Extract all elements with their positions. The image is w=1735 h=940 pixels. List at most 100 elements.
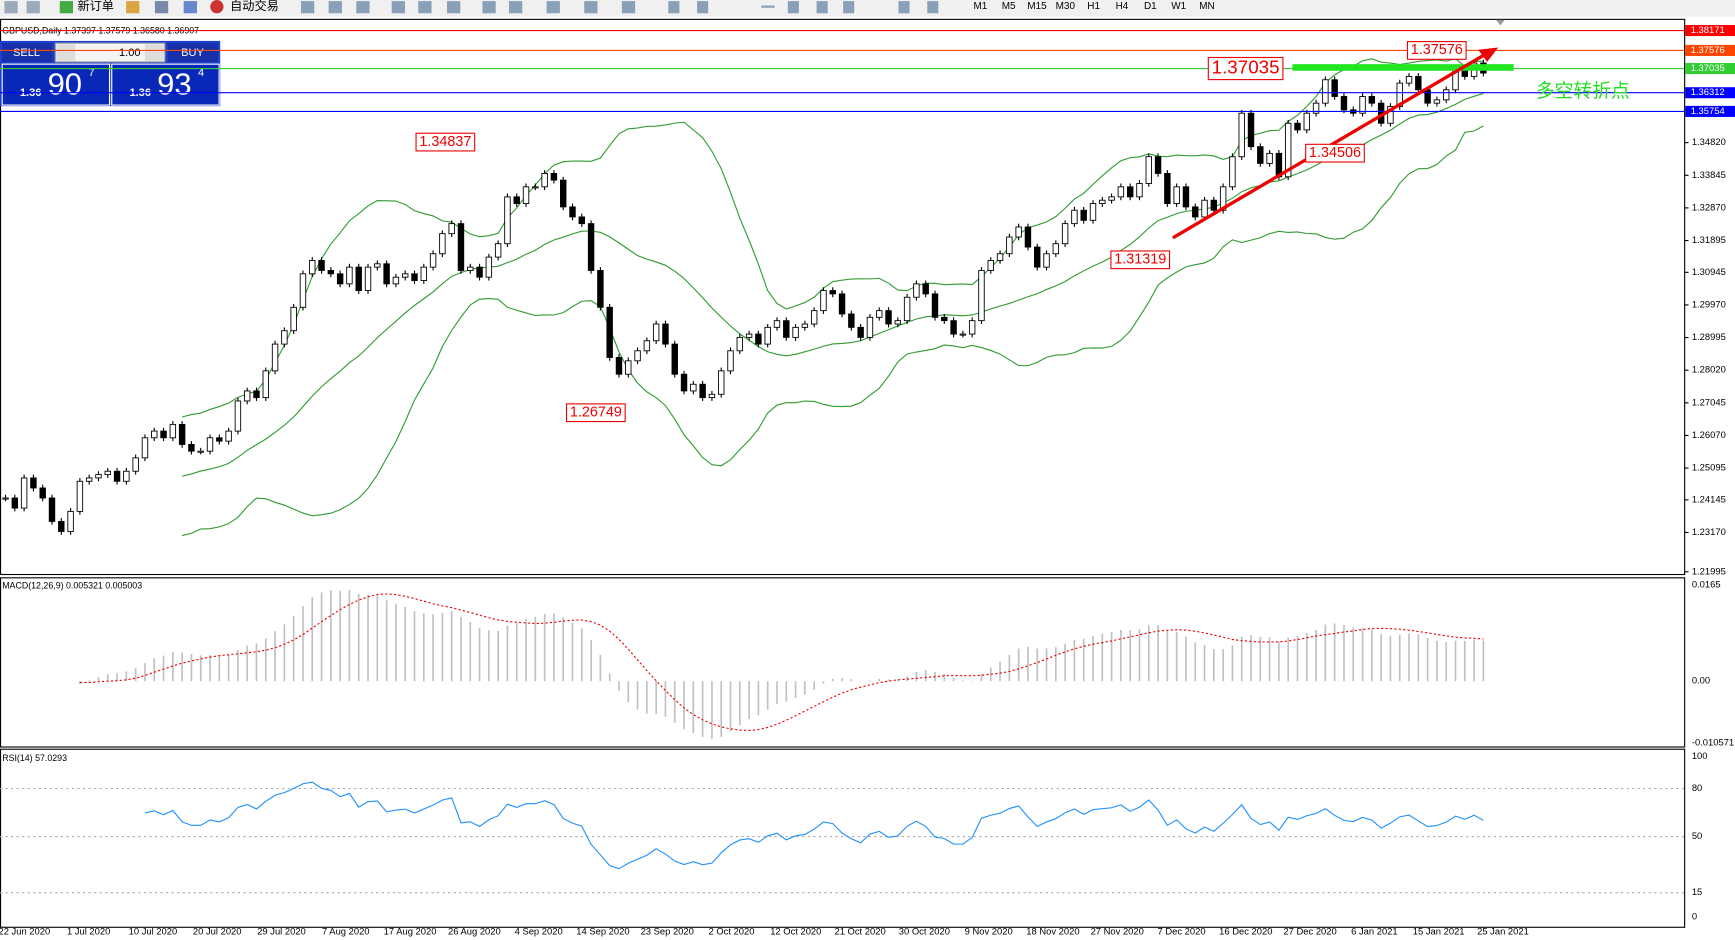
timeframe[interactable]: D1: [1144, 1, 1157, 12]
timeframe[interactable]: H4: [1116, 1, 1129, 12]
rsi-tick-label: 80: [1692, 782, 1702, 793]
price-box[interactable]: [1, 63, 111, 106]
candle: [1006, 236, 1013, 255]
candle: [1266, 152, 1273, 164]
candle: [1061, 223, 1069, 245]
rsi-pane: [0, 748, 1686, 928]
candle: [1219, 186, 1227, 211]
price-tick-label: 1.26070: [1692, 429, 1726, 440]
candle: [216, 437, 223, 442]
candle: [178, 423, 186, 445]
new-order[interactable]: 新订单: [77, 0, 113, 13]
resistance-bar: [1292, 64, 1514, 71]
timeframe[interactable]: M15: [1027, 1, 1047, 12]
candle: [1192, 206, 1199, 218]
candle: [253, 390, 260, 399]
price-annotation: 1.37576: [1411, 42, 1463, 58]
price-tick-label: 1.25095: [1692, 462, 1726, 473]
price-tick-label: 1.21995: [1692, 565, 1726, 576]
candle: [1071, 209, 1078, 225]
candle: [234, 400, 242, 432]
buy-label[interactable]: BUY: [181, 47, 204, 59]
sell-button[interactable]: [2, 43, 53, 62]
timeframe[interactable]: H1: [1087, 1, 1100, 12]
annotation-box: [415, 132, 476, 152]
annotation-box: [1110, 250, 1171, 270]
auto-trading[interactable]: 自动交易: [230, 0, 279, 13]
candle: [1015, 226, 1022, 238]
tool-icon[interactable]: [26, 1, 40, 14]
candle: [820, 290, 827, 312]
level-label: 1.36312: [1691, 86, 1725, 97]
date-label: 4 Sep 2020: [515, 926, 563, 937]
date-label: 20 Jul 2020: [193, 926, 242, 937]
candle: [978, 270, 985, 322]
price-tick-label: 1.33845: [1692, 169, 1726, 180]
candle: [1303, 112, 1310, 131]
candle: [467, 266, 474, 271]
price-box[interactable]: [111, 63, 220, 106]
candle: [718, 370, 725, 395]
candle: [113, 470, 121, 482]
price-sup: 7: [89, 67, 95, 79]
tool-icon[interactable]: [4, 1, 18, 14]
candle: [727, 350, 734, 372]
candle: [1108, 196, 1115, 201]
annotation-box: [1305, 143, 1365, 163]
spin-down: [56, 44, 76, 61]
bollinger-band: [181, 125, 1484, 537]
candle: [522, 186, 530, 204]
candle: [690, 383, 697, 392]
macd-label: MACD(12,26,9) 0.005321 0.005003: [2, 580, 142, 590]
candle: [1099, 199, 1106, 204]
timeframe[interactable]: M30: [1056, 1, 1076, 12]
timeframe[interactable]: W1: [1171, 1, 1186, 12]
buy-button[interactable]: [168, 43, 218, 62]
level-tag: [1685, 63, 1735, 75]
lots-input[interactable]: [54, 42, 166, 63]
macd-tick-label: 0.00: [1692, 675, 1710, 686]
candle: [1089, 203, 1097, 221]
tool-icon[interactable]: [154, 1, 169, 14]
candle: [132, 457, 139, 472]
lots-value[interactable]: 1.00: [119, 47, 141, 59]
tool-icon[interactable]: [59, 1, 74, 14]
candle: [513, 196, 520, 204]
tool-icon[interactable]: [210, 0, 224, 14]
level-tag: [1685, 105, 1735, 117]
candle: [355, 266, 362, 291]
tool-icon[interactable]: [183, 1, 197, 14]
price-tick-label: 1.29970: [1692, 298, 1726, 309]
tool-icon[interactable]: [126, 1, 140, 14]
candle: [1359, 96, 1366, 114]
candle: [420, 266, 428, 281]
candle: [30, 477, 37, 489]
candle: [801, 323, 809, 328]
candle: [1154, 156, 1162, 174]
candle: [476, 266, 483, 278]
timeframe[interactable]: M5: [1002, 1, 1016, 12]
candle: [290, 306, 297, 332]
date-label: 15 Jan 2021: [1413, 926, 1465, 937]
timeframe[interactable]: MN: [1199, 1, 1214, 12]
candle: [634, 350, 641, 362]
candle: [1145, 156, 1152, 184]
price-annotation: 1.34837: [419, 134, 471, 150]
price-big: 90: [48, 66, 82, 101]
price-tick-label: 1.34820: [1692, 136, 1726, 147]
timeframe[interactable]: M1: [973, 1, 987, 12]
level-label: 1.38171: [1691, 24, 1725, 35]
candle: [1229, 156, 1236, 188]
sell-label[interactable]: SELL: [13, 47, 40, 59]
candle: [597, 270, 604, 308]
candle: [1294, 122, 1301, 131]
arrow-head: [1478, 47, 1499, 62]
candle: [1126, 186, 1134, 198]
candle: [1257, 146, 1264, 164]
rsi-label: RSI(14) 57.0293: [2, 753, 67, 763]
candle: [541, 173, 548, 188]
candle: [411, 273, 418, 281]
rsi-tick-label: 15: [1692, 886, 1702, 897]
